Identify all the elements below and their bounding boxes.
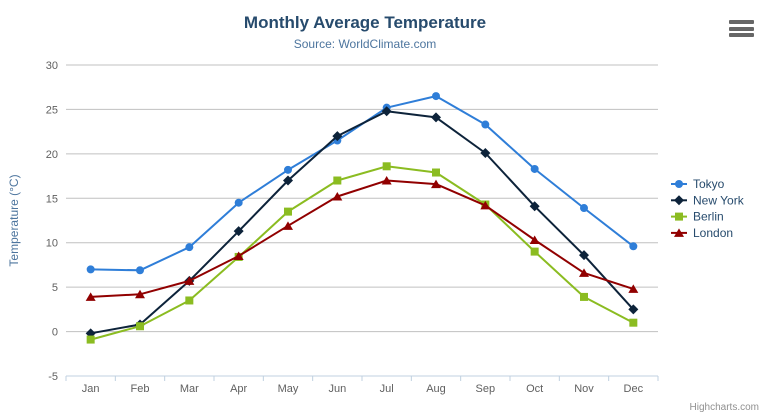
data-point-london (480, 200, 491, 210)
data-point-new-york (628, 304, 639, 315)
data-point-berlin (284, 207, 292, 216)
data-point-new-york (233, 226, 244, 237)
data-point-tokyo (284, 165, 292, 174)
highcharts-credits-link[interactable]: Highcharts.com (689, 402, 759, 413)
y-axis-label: 25 (46, 104, 58, 116)
chart-subtitle: Source: WorldClimate.com (293, 37, 437, 51)
y-axis-title: Temperature (°C) (7, 174, 21, 266)
x-axis-label: May (278, 383, 299, 395)
legend-item-berlin[interactable]: Berlin (671, 210, 724, 224)
x-axis-label: Jul (380, 383, 394, 395)
data-point-london (431, 179, 441, 189)
y-axis-label: 10 (46, 238, 58, 250)
y-axis-label: -5 (48, 371, 58, 383)
data-point-new-york (431, 112, 441, 123)
legend-label: New York (693, 193, 745, 207)
legend-label: London (693, 226, 733, 240)
series-line-berlin (89, 165, 635, 341)
data-point-berlin (432, 168, 440, 177)
data-point-london (233, 251, 244, 261)
data-point-london (381, 176, 392, 185)
x-axis-label: Aug (426, 383, 446, 395)
series-london (85, 176, 639, 301)
data-point-tokyo (185, 243, 194, 252)
x-axis-label: Sep (476, 383, 496, 395)
data-point-tokyo (629, 242, 638, 251)
data-point-tokyo (530, 164, 539, 173)
x-axis-label: Mar (180, 383, 199, 395)
chart-title: Monthly Average Temperature (243, 13, 487, 32)
data-point-berlin (136, 322, 144, 331)
data-point-tokyo (136, 266, 144, 275)
data-point-tokyo (481, 120, 490, 129)
data-point-london (628, 284, 639, 293)
export-menu-button[interactable] (729, 20, 754, 37)
legend-marker-diamond (674, 195, 684, 206)
legend-item-tokyo[interactable]: Tokyo (671, 177, 725, 191)
legend-label: Berlin (693, 210, 724, 224)
x-axis-label: Jan (82, 383, 100, 395)
data-point-new-york (381, 106, 392, 117)
y-axis-label: 0 (52, 327, 58, 339)
data-point-london (332, 192, 343, 201)
data-point-london (579, 268, 589, 277)
x-axis-label: Dec (624, 383, 644, 395)
data-point-new-york (480, 147, 491, 158)
x-axis-label: Nov (574, 383, 594, 395)
data-point-london (529, 235, 540, 245)
hamburger-icon (729, 20, 754, 24)
x-axis-label: Jun (328, 383, 346, 395)
series-tokyo (86, 92, 638, 275)
data-point-new-york (283, 175, 293, 186)
series-new-york (85, 106, 639, 339)
data-point-berlin (580, 292, 588, 301)
legend-marker-triangle (674, 228, 684, 237)
series-line-london (89, 179, 635, 298)
data-point-london (283, 221, 293, 230)
legend-label: Tokyo (693, 177, 725, 191)
data-point-tokyo (432, 92, 440, 101)
data-point-london (184, 276, 195, 285)
y-axis-label: 20 (46, 149, 58, 161)
data-point-new-york (579, 250, 589, 261)
y-axis-label: 30 (46, 60, 58, 72)
data-point-tokyo (580, 204, 588, 213)
series-line-tokyo (89, 95, 635, 272)
data-point-new-york (332, 131, 343, 142)
legend-marker-square (675, 212, 683, 221)
data-point-berlin (629, 318, 638, 327)
legend-marker-circle (675, 180, 683, 188)
y-axis-label: 15 (46, 193, 58, 205)
series-line-new-york (89, 110, 635, 335)
data-point-berlin (86, 335, 95, 344)
x-axis-label: Oct (526, 383, 543, 395)
y-axis-label: 5 (52, 282, 58, 294)
data-point-tokyo (234, 198, 243, 207)
legend-item-new-york[interactable]: New York (671, 193, 745, 207)
data-point-berlin (530, 247, 539, 256)
x-axis-label: Feb (131, 383, 150, 395)
data-point-tokyo (86, 265, 95, 274)
legend-item-london[interactable]: London (671, 226, 733, 240)
data-point-new-york (529, 201, 540, 212)
data-point-berlin (382, 162, 391, 171)
data-point-london (85, 292, 96, 301)
data-point-berlin (333, 176, 342, 185)
x-axis-label: Apr (230, 383, 247, 395)
data-point-london (135, 289, 145, 299)
data-point-berlin (185, 296, 194, 305)
